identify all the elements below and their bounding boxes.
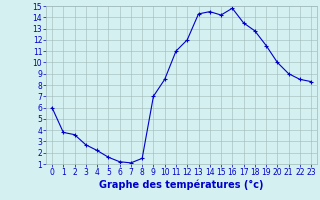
X-axis label: Graphe des températures (°c): Graphe des températures (°c) — [99, 180, 264, 190]
